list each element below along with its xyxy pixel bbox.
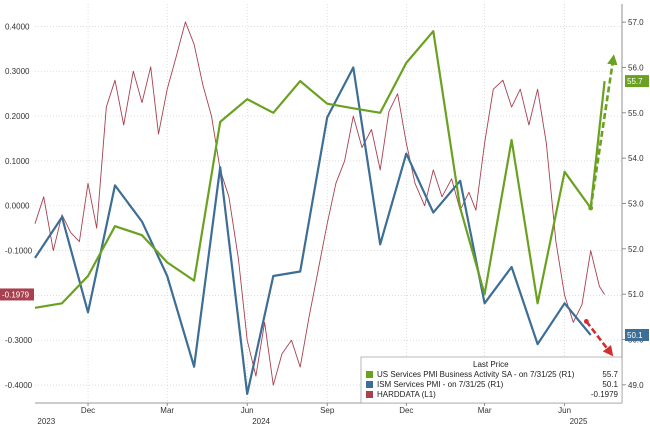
x-tick-label: Sep bbox=[320, 406, 335, 415]
x-tick-label: Jun bbox=[558, 406, 571, 415]
right-tick-label: 57.0 bbox=[628, 18, 644, 27]
left-tick-label: 0.0000 bbox=[5, 202, 30, 211]
series-line-us-services-pmi bbox=[34, 30, 606, 309]
axes: 0.4000 0.3000 0.2000 0.1000 0.0000 -0.1000 -0.… bbox=[0, 4, 649, 426]
legend-box bbox=[360, 356, 623, 404]
right-tick-label: 53.0 bbox=[628, 200, 644, 209]
right-tick-label: 49.0 bbox=[628, 381, 644, 390]
x-year-label: 2023 bbox=[37, 417, 55, 426]
legend-swatch bbox=[366, 371, 373, 378]
legend-swatch bbox=[366, 391, 373, 398]
last-value-tag-ism-services-pmi: 50.1 bbox=[627, 331, 643, 340]
legend-series-value: -0.1979 bbox=[591, 390, 619, 399]
legend-series-value: 50.1 bbox=[602, 380, 618, 389]
series-line-harddata bbox=[34, 21, 605, 386]
legend-series-value: 55.7 bbox=[602, 370, 618, 379]
x-tick-label: Dec bbox=[399, 406, 413, 415]
last-value-tag-harddata: -0.1979 bbox=[2, 290, 30, 299]
right-tick-label: 51.0 bbox=[628, 290, 644, 299]
annotation-arrow bbox=[589, 54, 618, 209]
x-tick-label: Dec bbox=[81, 406, 95, 415]
last-value-tag-us-services-pmi-bg bbox=[625, 75, 649, 88]
x-tick-label: Mar bbox=[160, 406, 174, 415]
right-tick-label: 54.0 bbox=[628, 154, 644, 163]
x-year-label: 2024 bbox=[252, 417, 270, 426]
legend-swatch bbox=[366, 381, 373, 388]
annotation-arrows bbox=[583, 54, 618, 357]
right-tick-label: 56.0 bbox=[628, 63, 644, 72]
right-tick-label: 55.0 bbox=[628, 109, 644, 118]
left-tick-label: -0.3000 bbox=[5, 336, 33, 345]
left-tick-label: -0.1000 bbox=[5, 247, 33, 256]
legend-series-name: HARDDATA (L1) bbox=[377, 390, 436, 399]
last-value-tag-harddata-bg bbox=[0, 288, 34, 301]
x-year-label: 2025 bbox=[570, 417, 588, 426]
left-tick-label: 0.3000 bbox=[5, 67, 30, 76]
left-tick-label: 0.1000 bbox=[5, 157, 30, 166]
legend-series-name: ISM Services PMI - on 7/31/25 (R1) bbox=[377, 380, 504, 389]
last-value-tag-us-services-pmi: 55.7 bbox=[627, 77, 643, 86]
legend-title: Last Price bbox=[473, 360, 509, 369]
legend-series-name: US Services PMI Business Activity SA - o… bbox=[377, 370, 575, 379]
x-tick-label: Mar bbox=[478, 406, 492, 415]
last-value-tag-ism-services-pmi-bg bbox=[625, 328, 649, 341]
left-tick-label: 0.2000 bbox=[5, 112, 30, 121]
left-tick-label: 0.4000 bbox=[5, 22, 30, 31]
left-tick-label: -0.4000 bbox=[5, 381, 33, 390]
annotation-arrow-dot bbox=[588, 205, 594, 211]
annotation-arrow-dot bbox=[583, 318, 589, 324]
x-tick-label: Jun bbox=[241, 406, 254, 415]
annotation-arrow bbox=[585, 320, 614, 357]
right-tick-label: 52.0 bbox=[628, 245, 644, 254]
series-lines bbox=[34, 21, 606, 395]
series-line-ism-services-pmi bbox=[34, 66, 592, 395]
